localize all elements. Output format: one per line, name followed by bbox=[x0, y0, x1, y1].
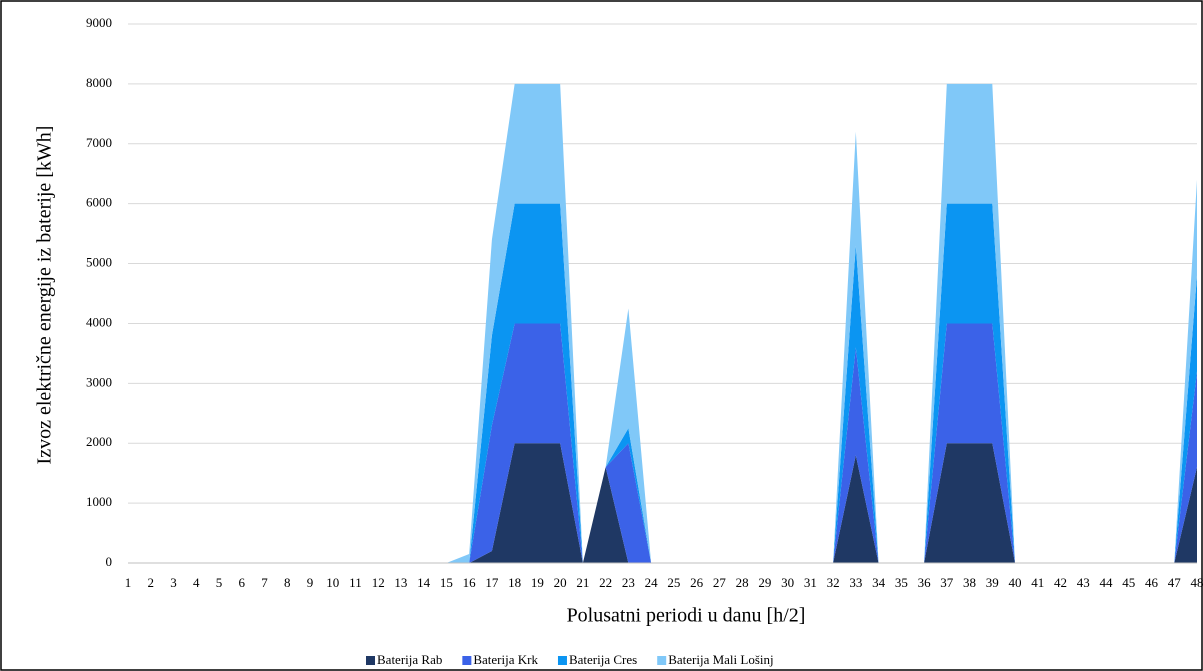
x-tick-label: 34 bbox=[872, 575, 886, 590]
legend-label: Baterija Mali Lošinj bbox=[668, 652, 773, 667]
x-tick-label: 22 bbox=[599, 575, 612, 590]
x-tick-label: 31 bbox=[804, 575, 817, 590]
y-axis-label: Izvoz električne energije iz baterije [k… bbox=[34, 126, 56, 465]
x-tick-label: 36 bbox=[918, 575, 932, 590]
y-tick-label: 4000 bbox=[86, 314, 112, 329]
legend-label: Baterija Rab bbox=[377, 652, 442, 667]
x-tick-label: 16 bbox=[463, 575, 477, 590]
x-tick-label: 30 bbox=[781, 575, 794, 590]
x-tick-label: 19 bbox=[531, 575, 544, 590]
y-tick-label: 7000 bbox=[86, 135, 112, 150]
x-tick-label: 37 bbox=[940, 575, 954, 590]
x-tick-label: 29 bbox=[758, 575, 771, 590]
legend-swatch bbox=[557, 656, 567, 665]
x-tick-label: 3 bbox=[170, 575, 177, 590]
x-tick-label: 12 bbox=[372, 575, 385, 590]
x-tick-label: 4 bbox=[193, 575, 200, 590]
x-tick-label: 17 bbox=[485, 575, 499, 590]
x-tick-label: 23 bbox=[622, 575, 635, 590]
x-tick-label: 46 bbox=[1145, 575, 1159, 590]
x-tick-label: 24 bbox=[645, 575, 659, 590]
x-tick-label: 14 bbox=[417, 575, 431, 590]
x-tick-label: 39 bbox=[986, 575, 999, 590]
y-tick-label: 9000 bbox=[86, 15, 112, 30]
x-tick-label: 38 bbox=[963, 575, 976, 590]
x-tick-label: 32 bbox=[827, 575, 840, 590]
y-tick-label: 8000 bbox=[86, 75, 112, 90]
x-tick-label: 28 bbox=[736, 575, 749, 590]
legend-swatch bbox=[366, 656, 375, 665]
x-tick-label: 20 bbox=[554, 575, 567, 590]
y-tick-label: 0 bbox=[106, 554, 113, 569]
x-tick-label: 47 bbox=[1168, 575, 1182, 590]
x-tick-label: 45 bbox=[1122, 575, 1135, 590]
legend-label: Baterija Krk bbox=[473, 652, 538, 667]
y-tick-label: 1000 bbox=[86, 494, 112, 509]
x-tick-label: 5 bbox=[216, 575, 223, 590]
x-tick-label: 6 bbox=[238, 575, 245, 590]
legend-swatch bbox=[657, 656, 667, 665]
x-tick-label: 21 bbox=[576, 575, 589, 590]
area bbox=[128, 323, 1197, 563]
legend: Baterija Rab Baterija Krk Baterija Cres Bat… bbox=[366, 652, 774, 667]
x-tick-label: 48 bbox=[1191, 575, 1203, 590]
x-tick-label: 42 bbox=[1054, 575, 1067, 590]
legend-label: Baterija Cres bbox=[569, 652, 637, 667]
x-tick-label: 43 bbox=[1077, 575, 1090, 590]
x-tick-label: 2 bbox=[147, 575, 154, 590]
y-tick-label: 5000 bbox=[86, 255, 112, 270]
y-tick-label: 3000 bbox=[86, 374, 112, 389]
x-tick-label: 7 bbox=[261, 575, 268, 590]
x-tick-label: 10 bbox=[326, 575, 339, 590]
x-axis-label: Polusatni periodi u danu [h/2] bbox=[567, 605, 806, 627]
x-tick-label: 40 bbox=[1009, 575, 1022, 590]
y-tick-label: 2000 bbox=[86, 434, 112, 449]
x-tick-label: 33 bbox=[849, 575, 862, 590]
y-tick-label: 6000 bbox=[86, 195, 112, 210]
x-tick-label: 25 bbox=[667, 575, 680, 590]
legend-swatch bbox=[462, 656, 472, 665]
x-tick-label: 27 bbox=[713, 575, 727, 590]
x-tick-label: 13 bbox=[394, 575, 407, 590]
area bbox=[128, 443, 1197, 563]
x-tick-label: 35 bbox=[895, 575, 908, 590]
x-tick-label: 26 bbox=[690, 575, 704, 590]
x-tick-label: 44 bbox=[1100, 575, 1114, 590]
x-tick-label: 1 bbox=[125, 575, 132, 590]
x-tick-label: 15 bbox=[440, 575, 453, 590]
x-tick-label: 11 bbox=[349, 575, 362, 590]
x-tick-label: 18 bbox=[508, 575, 521, 590]
x-tick-label: 9 bbox=[307, 575, 314, 590]
x-tick-label: 41 bbox=[1031, 575, 1044, 590]
x-tick-label: 8 bbox=[284, 575, 291, 590]
